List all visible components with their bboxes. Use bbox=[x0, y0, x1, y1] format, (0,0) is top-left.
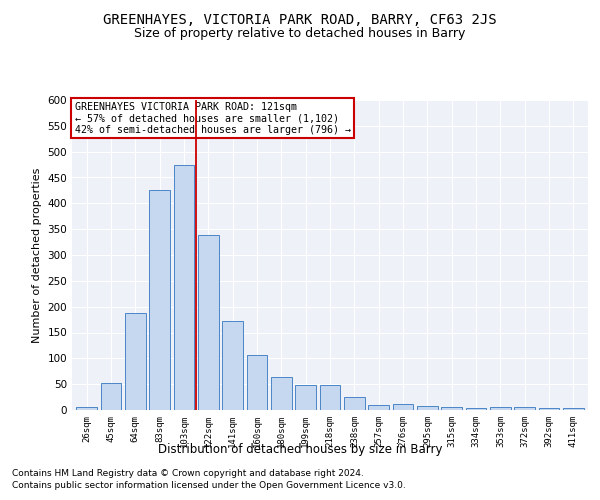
Bar bbox=[490, 408, 511, 410]
Text: GREENHAYES, VICTORIA PARK ROAD, BARRY, CF63 2JS: GREENHAYES, VICTORIA PARK ROAD, BARRY, C… bbox=[103, 12, 497, 26]
Bar bbox=[222, 321, 243, 410]
Bar bbox=[125, 314, 146, 410]
Bar bbox=[539, 408, 559, 410]
Text: Distribution of detached houses by size in Barry: Distribution of detached houses by size … bbox=[158, 442, 442, 456]
Bar bbox=[392, 404, 413, 410]
Bar bbox=[368, 405, 389, 410]
Bar bbox=[149, 190, 170, 410]
Bar bbox=[198, 236, 218, 410]
Bar bbox=[76, 408, 97, 410]
Text: Contains HM Land Registry data © Crown copyright and database right 2024.: Contains HM Land Registry data © Crown c… bbox=[12, 468, 364, 477]
Y-axis label: Number of detached properties: Number of detached properties bbox=[32, 168, 42, 342]
Bar bbox=[417, 406, 438, 410]
Bar bbox=[344, 397, 365, 410]
Bar bbox=[514, 408, 535, 410]
Bar bbox=[271, 378, 292, 410]
Text: Size of property relative to detached houses in Barry: Size of property relative to detached ho… bbox=[134, 28, 466, 40]
Bar bbox=[173, 164, 194, 410]
Bar bbox=[320, 385, 340, 410]
Bar bbox=[247, 354, 268, 410]
Text: Contains public sector information licensed under the Open Government Licence v3: Contains public sector information licen… bbox=[12, 481, 406, 490]
Bar bbox=[101, 382, 121, 410]
Bar bbox=[442, 408, 462, 410]
Bar bbox=[563, 408, 584, 410]
Bar bbox=[295, 385, 316, 410]
Text: GREENHAYES VICTORIA PARK ROAD: 121sqm
← 57% of detached houses are smaller (1,10: GREENHAYES VICTORIA PARK ROAD: 121sqm ← … bbox=[74, 102, 350, 134]
Bar bbox=[466, 408, 487, 410]
